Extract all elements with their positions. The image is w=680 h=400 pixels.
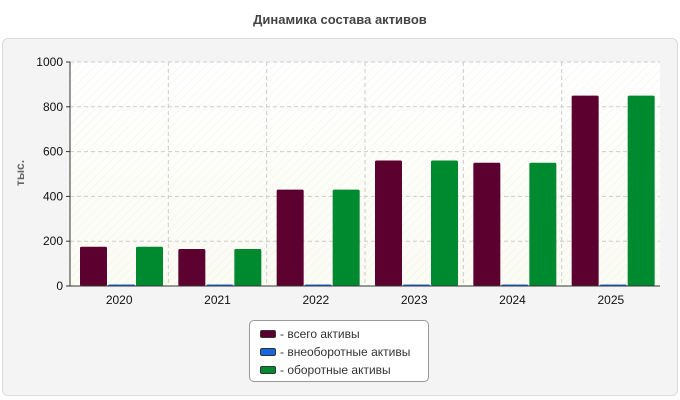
y-tick-label: 600 <box>43 145 63 159</box>
y-tick-label: 1000 <box>36 55 63 69</box>
bar-2022-series-1 <box>276 189 304 286</box>
legend-swatch-noncurrent-assets <box>260 348 276 356</box>
grid-lines <box>70 61 660 286</box>
bar-2025-series-3 <box>627 95 655 286</box>
x-tick-label: 2022 <box>302 293 329 307</box>
bar-2023-series-3 <box>431 160 458 286</box>
x-tick-label: 2023 <box>401 293 428 307</box>
x-tick-label: 2020 <box>106 293 133 307</box>
bar-2022-series-3 <box>332 189 360 286</box>
x-tick-label: 2024 <box>499 293 526 307</box>
x-tick-labels: 2020 2021 2022 2023 2024 2025 <box>106 293 625 307</box>
y-tick-labels: 0 200 400 600 800 1000 <box>36 55 70 293</box>
bar-2025-series-1 <box>571 95 599 286</box>
legend-swatch-current-assets <box>260 366 276 374</box>
x-tick-label: 2021 <box>204 293 231 307</box>
legend-item-noncurrent-assets: - внеоборотные активы <box>260 343 428 361</box>
y-tick-label: 400 <box>43 189 63 203</box>
bar-2023-series-1 <box>375 160 402 286</box>
chart-title: Динамика состава активов <box>253 12 427 27</box>
x-tick-label: 2025 <box>597 293 624 307</box>
y-tick-label: 800 <box>43 100 63 114</box>
y-axis-label: тыс. <box>13 160 27 186</box>
y-tick-label: 200 <box>43 234 63 248</box>
bar-2020-series-3 <box>136 246 163 286</box>
bar-2021-series-3 <box>234 249 262 286</box>
bar-2021-series-1 <box>178 249 206 286</box>
legend-label-current-assets: - оборотные активы <box>280 363 391 377</box>
y-tick-label: 0 <box>56 279 63 293</box>
legend-item-total-assets: - всего активы <box>260 325 428 343</box>
legend-label-total-assets: - всего активы <box>280 327 360 341</box>
bar-2024-series-1 <box>473 162 501 286</box>
bar-2024-series-3 <box>529 162 557 286</box>
legend-label-noncurrent-assets: - внеоборотные активы <box>280 345 411 359</box>
legend: - всего активы - внеоборотные активы - о… <box>249 320 429 382</box>
legend-item-current-assets: - оборотные активы <box>260 361 428 379</box>
bar-2020-series-1 <box>80 246 107 286</box>
bars <box>80 95 655 286</box>
axes <box>69 62 660 287</box>
legend-swatch-total-assets <box>260 330 276 338</box>
